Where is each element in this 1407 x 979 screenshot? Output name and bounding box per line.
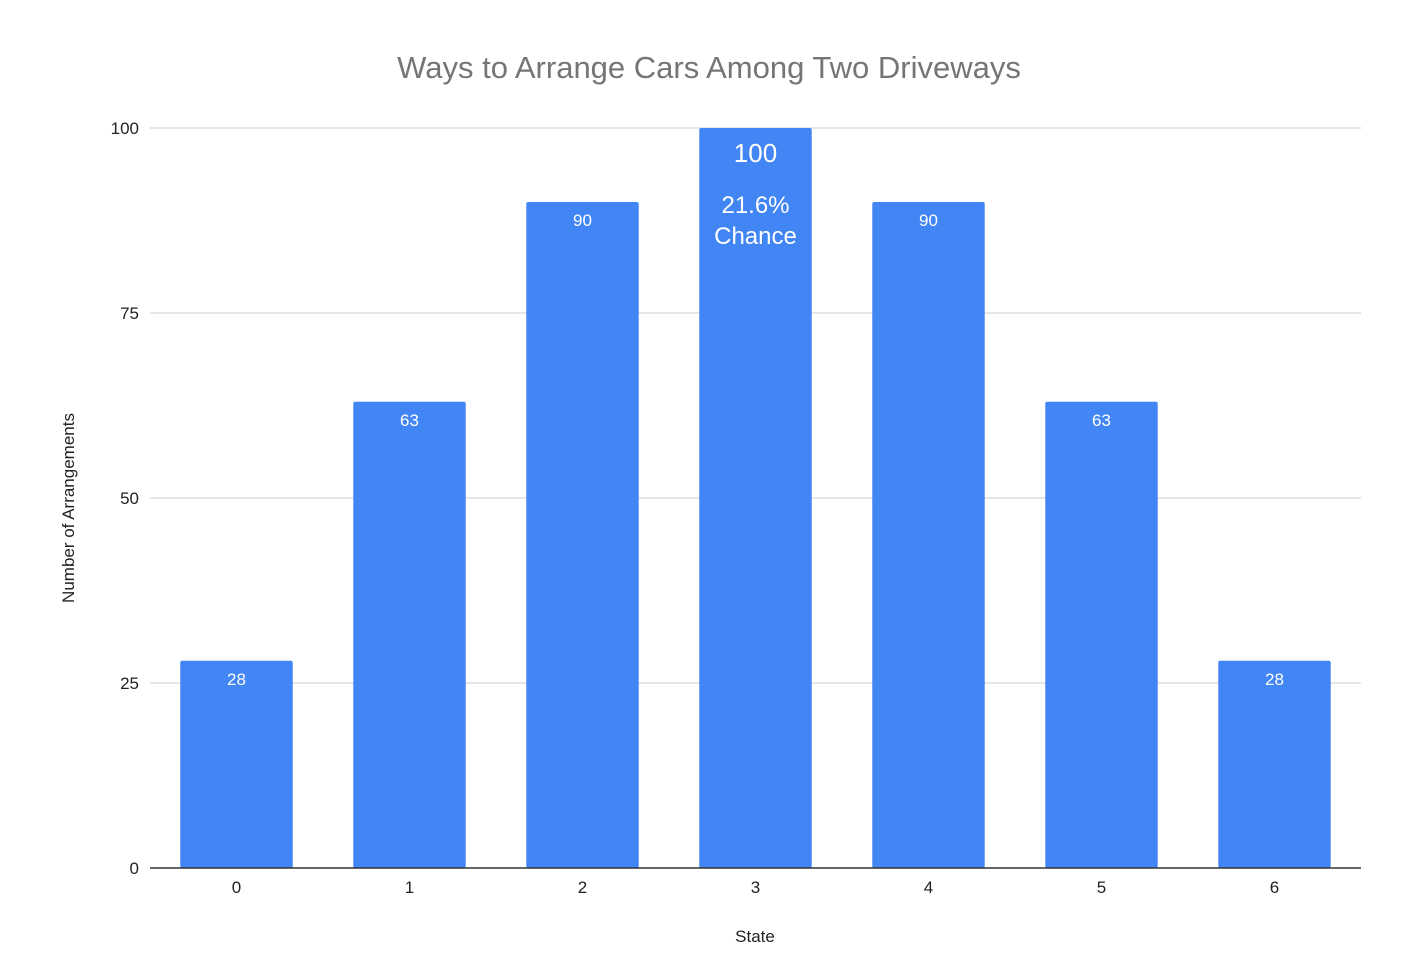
chart-title: Ways to Arrange Cars Among Two Driveways [397, 50, 1021, 85]
bar [872, 202, 985, 868]
x-axis-label: State [735, 927, 775, 946]
bar-annotation-line: Chance [714, 223, 797, 250]
bar [1218, 660, 1331, 868]
y-tick-label: 50 [120, 489, 139, 508]
bar [180, 660, 293, 868]
bar-value-label: 28 [1265, 670, 1284, 689]
y-tick-label: 100 [111, 119, 139, 138]
bar-value-label: 63 [1092, 411, 1111, 430]
x-tick-label: 3 [751, 878, 760, 897]
y-axis-label: Number of Arrangements [59, 413, 78, 603]
y-axis-ticks: 0 25 50 75 100 [111, 119, 139, 878]
bar-value-label: 90 [573, 211, 592, 230]
x-tick-label: 6 [1270, 878, 1279, 897]
x-axis-ticks: 0 1 2 3 4 5 6 [232, 878, 1279, 897]
x-tick-label: 2 [578, 878, 587, 897]
bar-value-label: 28 [227, 670, 246, 689]
bar [353, 401, 466, 868]
y-tick-label: 0 [130, 859, 139, 878]
bar-value-label: 90 [919, 211, 938, 230]
bar [1045, 401, 1158, 868]
x-tick-label: 0 [232, 878, 241, 897]
bars: 28 63 90 100 90 63 28 21.6% Chance [180, 128, 1331, 868]
bar-annotation-line: 21.6% [721, 192, 789, 219]
bar-value-label: 63 [400, 411, 419, 430]
bar [526, 202, 639, 868]
y-tick-label: 25 [120, 674, 139, 693]
bar-value-label: 100 [734, 138, 777, 168]
bar [699, 128, 812, 868]
y-tick-label: 75 [120, 304, 139, 323]
x-tick-label: 4 [924, 878, 933, 897]
x-tick-label: 5 [1097, 878, 1106, 897]
x-tick-label: 1 [405, 878, 414, 897]
